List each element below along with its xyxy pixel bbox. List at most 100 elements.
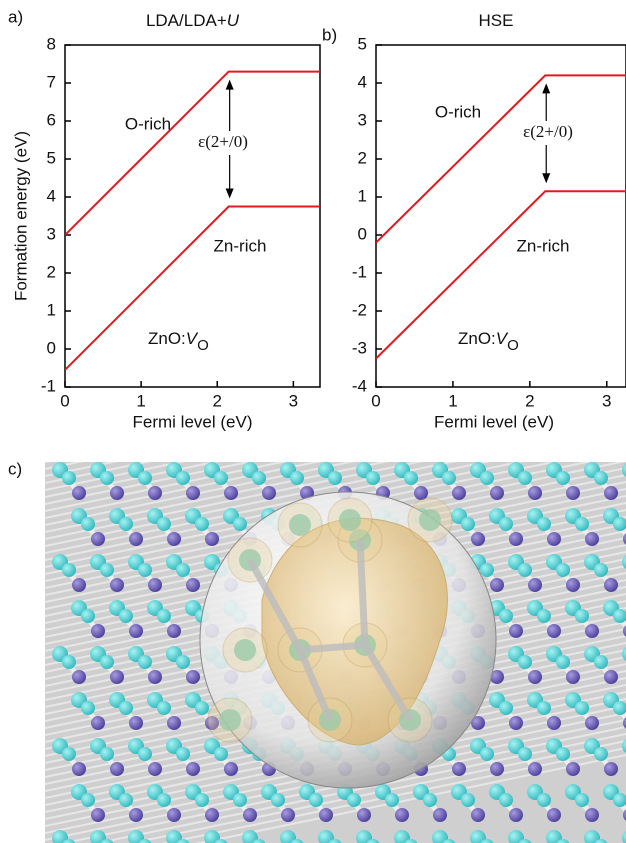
atom-zn — [214, 747, 228, 761]
x-tick-label: 3 — [289, 391, 298, 410]
y-tick-label: 3 — [47, 224, 56, 243]
title-text: LDA/LDA+ — [146, 11, 227, 30]
atom-zn — [176, 471, 190, 485]
atom-o — [72, 578, 86, 592]
atom-o — [148, 670, 162, 684]
y-tick-label: -2 — [352, 300, 367, 319]
atom-zn — [81, 701, 95, 715]
y-tick-label: 0 — [47, 338, 56, 357]
atom-o — [72, 486, 86, 500]
atom-zn — [62, 655, 76, 669]
atom-zn — [461, 517, 475, 531]
x-tick-label: 3 — [602, 391, 611, 410]
atom-zn — [499, 517, 513, 531]
atom-zn — [575, 701, 589, 715]
atom-o — [72, 762, 86, 776]
atom-o — [167, 532, 181, 546]
y-axis-label: Formation energy (eV) — [11, 131, 30, 301]
x-tick-label: 1 — [448, 391, 457, 410]
atom-zn — [138, 471, 152, 485]
atom-zn — [119, 793, 133, 807]
defect-host: ZnO: — [148, 329, 186, 348]
atom-zn — [518, 747, 532, 761]
atom-o — [186, 578, 200, 592]
atom-o — [566, 762, 580, 776]
atom-zn — [419, 509, 441, 531]
atom-zn — [537, 701, 551, 715]
atom-o — [566, 578, 580, 592]
atom-zn — [537, 517, 551, 531]
arrowhead — [226, 189, 234, 199]
atom-zn — [138, 655, 152, 669]
atom-zn — [309, 793, 323, 807]
atom-o — [243, 808, 257, 822]
bond — [300, 645, 365, 650]
atom-zn — [62, 471, 76, 485]
bond — [45, 349, 626, 469]
atom-zn — [176, 655, 190, 669]
y-tick-label: 5 — [47, 148, 56, 167]
atom-o — [129, 716, 143, 730]
atom-zn — [594, 471, 608, 485]
y-tick-label: 7 — [47, 72, 56, 91]
y-tick-label: 3 — [358, 110, 367, 129]
atom-zn — [289, 514, 311, 536]
atom-o — [452, 762, 466, 776]
atom-o — [547, 624, 561, 638]
x-tick-label: 2 — [525, 391, 534, 410]
atom-zn — [594, 655, 608, 669]
atom-o — [205, 808, 219, 822]
y-tick-label: -1 — [352, 262, 367, 281]
figure: a) b) c) -10123456780123Fermi level (eV)… — [0, 0, 626, 843]
y-tick-label: 2 — [358, 148, 367, 167]
atom-o — [129, 532, 143, 546]
atom-o — [528, 670, 542, 684]
atom-zn — [423, 793, 437, 807]
atom-zn — [195, 793, 209, 807]
atom-o — [205, 532, 219, 546]
title-italic: U — [227, 11, 240, 30]
atom-zn — [252, 471, 266, 485]
atom-o — [110, 670, 124, 684]
atom-zn — [518, 471, 532, 485]
atom-o — [319, 808, 333, 822]
atom-zn — [480, 563, 494, 577]
atom-zn — [290, 471, 304, 485]
y-tick-label: 6 — [47, 110, 56, 129]
atom-zn — [119, 609, 133, 623]
x-axis-label: Fermi level (eV) — [133, 412, 253, 431]
atom-zn — [556, 471, 570, 485]
atom-zn — [556, 655, 570, 669]
atom-zn — [214, 471, 228, 485]
atom-o — [110, 486, 124, 500]
atom-o — [547, 716, 561, 730]
atom-o — [167, 808, 181, 822]
atom-o — [566, 486, 580, 500]
defect-label: ZnO:VO — [148, 329, 209, 353]
atom-zn — [157, 609, 171, 623]
atom-zn — [233, 517, 247, 531]
defect-subscript: O — [197, 337, 209, 354]
atom-o — [509, 624, 523, 638]
atom-zn — [575, 793, 589, 807]
atom-o — [490, 486, 504, 500]
atom-o — [167, 624, 181, 638]
atom-zn — [499, 609, 513, 623]
atom-zn — [81, 793, 95, 807]
defect-subscript: O — [507, 337, 519, 354]
atom-zn — [100, 471, 114, 485]
atom-zn — [119, 517, 133, 531]
atom-zn — [537, 793, 551, 807]
atom-zn — [499, 793, 513, 807]
atom-o — [604, 486, 618, 500]
atom-o — [585, 624, 599, 638]
atom-zn — [442, 471, 456, 485]
atom-o — [490, 762, 504, 776]
atom-o — [604, 670, 618, 684]
atom-o — [91, 624, 105, 638]
atom-o — [110, 762, 124, 776]
transition-label: ε(2+/0) — [523, 122, 573, 141]
atom-zn — [62, 563, 76, 577]
x-tick-label: 2 — [213, 391, 222, 410]
bond — [360, 540, 365, 645]
